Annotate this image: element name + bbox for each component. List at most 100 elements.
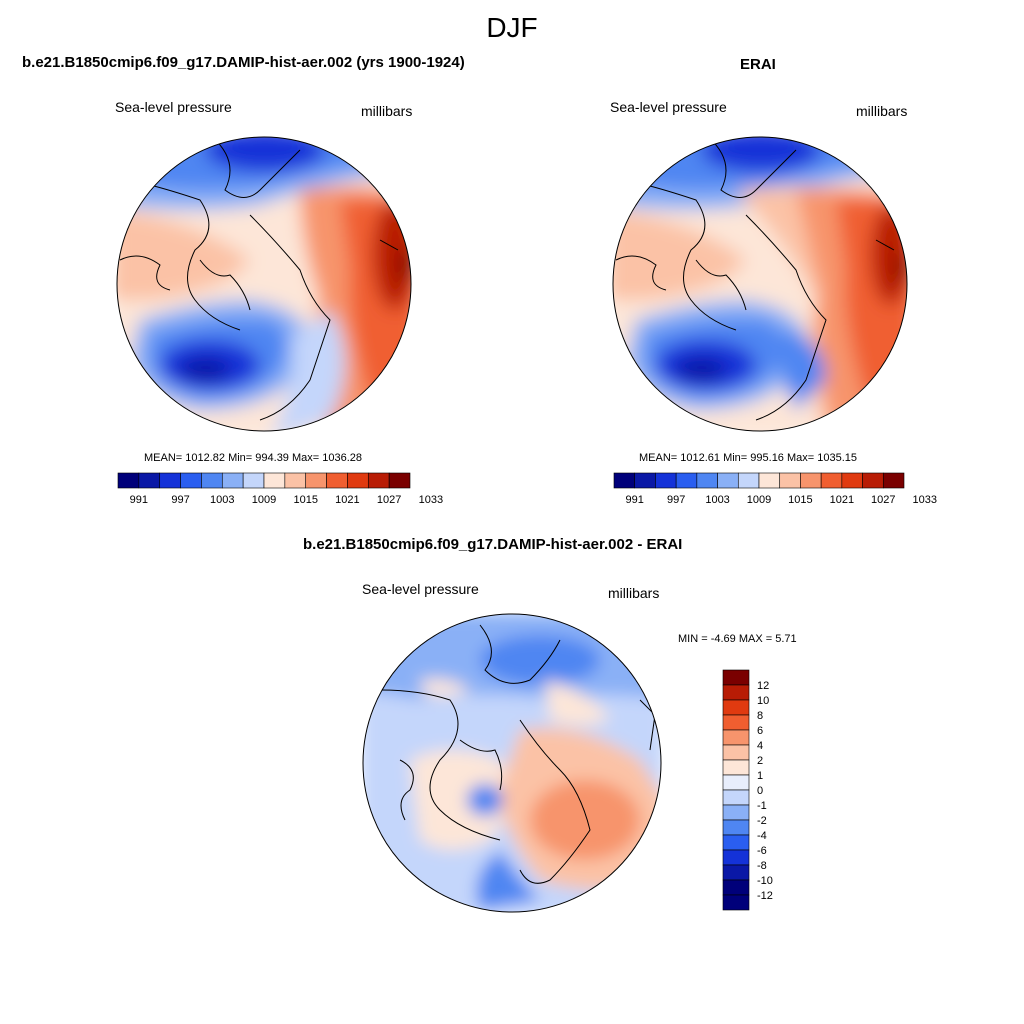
diff-units-label: millibars bbox=[608, 585, 660, 601]
obs-panel-title: ERAI bbox=[740, 56, 776, 73]
obs-map-border bbox=[612, 136, 908, 432]
obs-colorbar-swatch bbox=[675, 472, 698, 489]
model-coastlines bbox=[119, 137, 399, 421]
model-colorbar-swatch bbox=[388, 472, 411, 489]
model-stats: MEAN= 1012.82 Min= 994.39 Max= 1036.28 bbox=[144, 452, 363, 464]
diff-map-border bbox=[362, 613, 662, 913]
obs-colorbar-tick-label: 1003 bbox=[705, 494, 729, 506]
obs-field bbox=[613, 137, 907, 431]
obs-colorbar: 991 997 1003 1009 1015 1021 1027 1033 bbox=[613, 472, 937, 506]
obs-colorbar-swatch bbox=[862, 472, 884, 489]
diff-colorbar-tick-label: -8 bbox=[757, 860, 767, 872]
model-map bbox=[117, 137, 411, 431]
model-colorbar-swatch bbox=[180, 472, 202, 489]
obs-stats: MEAN= 1012.61 Min= 995.16 Max= 1035.15 bbox=[639, 452, 858, 464]
diff-colorbar-swatch bbox=[722, 804, 750, 821]
model-colorbar-swatch bbox=[367, 472, 390, 489]
model-colorbar-swatch bbox=[263, 472, 286, 489]
obs-colorbar-swatch bbox=[841, 472, 863, 489]
model-colorbar-tick-label: 1009 bbox=[252, 494, 276, 506]
diff-colorbar-tick-label: 0 bbox=[757, 785, 763, 797]
diff-colorbar-swatch bbox=[722, 879, 750, 896]
model-colorbar-swatch bbox=[305, 472, 327, 489]
obs-colorbar-tick-label: 1033 bbox=[912, 494, 936, 506]
diff-colorbar-swatch bbox=[722, 819, 750, 836]
obs-colorbar-swatch bbox=[882, 472, 905, 489]
obs-coastlines bbox=[615, 137, 895, 421]
obs-map bbox=[613, 137, 907, 431]
diff-colorbar-swatch bbox=[722, 789, 750, 806]
model-colorbar-swatch bbox=[242, 472, 265, 489]
obs-colorbar-swatch bbox=[717, 472, 739, 489]
diff-colorbar-swatch bbox=[722, 699, 750, 716]
model-colorbar-tick-label: 1027 bbox=[377, 494, 401, 506]
diff-colorbar-tick-label: -6 bbox=[757, 845, 767, 857]
diff-stats: MIN = -4.69 MAX = 5.71 bbox=[678, 633, 797, 645]
model-colorbar-swatch bbox=[138, 472, 161, 489]
model-colorbar-tick-label: 1015 bbox=[293, 494, 317, 506]
diff-colorbar-tick-label: 6 bbox=[757, 725, 763, 737]
diff-colorbar-tick-label: 1 bbox=[757, 770, 763, 782]
obs-colorbar-tick-label: 997 bbox=[667, 494, 685, 506]
model-colorbar-tick-label: 991 bbox=[130, 494, 148, 506]
model-panel-title: b.e21.B1850cmip6.f09_g17.DAMIP-hist-aer.… bbox=[22, 54, 465, 71]
diff-colorbar-swatch bbox=[722, 849, 750, 866]
diff-colorbar-swatch bbox=[722, 669, 750, 686]
model-units-label: millibars bbox=[361, 103, 413, 119]
diff-variable-label: Sea-level pressure bbox=[362, 581, 479, 597]
obs-colorbar-swatch bbox=[613, 472, 636, 489]
diff-colorbar-tick-label: -4 bbox=[757, 830, 767, 842]
diff-field bbox=[363, 614, 661, 912]
model-colorbar: 991 997 1003 1009 1015 1021 1027 1033 bbox=[117, 472, 443, 506]
model-colorbar-swatch bbox=[221, 472, 244, 489]
diff-colorbar-tick-label: -12 bbox=[757, 890, 773, 902]
model-colorbar-swatch bbox=[284, 472, 307, 489]
model-colorbar-swatch bbox=[326, 472, 348, 489]
model-colorbar-swatch bbox=[117, 472, 140, 489]
model-colorbar-swatch bbox=[159, 472, 181, 489]
diff-colorbar-swatch bbox=[722, 894, 750, 911]
model-colorbar-tick-label: 1033 bbox=[419, 494, 443, 506]
obs-units-label: millibars bbox=[856, 103, 908, 119]
obs-colorbar-swatch bbox=[737, 472, 760, 489]
obs-variable-label: Sea-level pressure bbox=[610, 99, 727, 115]
diff-colorbar-tick-label: 12 bbox=[757, 680, 769, 692]
diff-colorbar-swatch bbox=[722, 834, 750, 851]
diff-colorbar-swatch bbox=[722, 774, 750, 791]
obs-colorbar-swatch bbox=[820, 472, 843, 489]
obs-colorbar-tick-label: 1015 bbox=[788, 494, 812, 506]
diff-colorbar-tick-label: 2 bbox=[757, 755, 763, 767]
obs-colorbar-swatch bbox=[696, 472, 718, 489]
diff-colorbar-tick-label: 10 bbox=[757, 695, 769, 707]
diff-colorbar-tick-label: -10 bbox=[757, 875, 773, 887]
diff-map bbox=[363, 614, 661, 912]
model-map-border bbox=[116, 136, 412, 432]
diff-colorbar-swatch bbox=[722, 864, 750, 881]
figure-title: DJF bbox=[486, 12, 538, 43]
model-variable-label: Sea-level pressure bbox=[115, 99, 232, 115]
obs-colorbar-swatch bbox=[800, 472, 822, 489]
obs-colorbar-tick-label: 1027 bbox=[871, 494, 895, 506]
obs-colorbar-tick-label: 1009 bbox=[747, 494, 771, 506]
model-field bbox=[117, 137, 411, 431]
diff-panel-title: b.e21.B1850cmip6.f09_g17.DAMIP-hist-aer.… bbox=[303, 536, 683, 553]
diff-colorbar-tick-label: 4 bbox=[757, 740, 763, 752]
diff-colorbar-tick-label: 8 bbox=[757, 710, 763, 722]
diff-colorbar-swatch bbox=[722, 729, 750, 746]
obs-colorbar-tick-label: 1021 bbox=[830, 494, 854, 506]
obs-colorbar-swatch bbox=[655, 472, 677, 489]
obs-colorbar-swatch bbox=[634, 472, 656, 489]
model-colorbar-tick-label: 1003 bbox=[210, 494, 234, 506]
model-colorbar-tick-label: 997 bbox=[171, 494, 189, 506]
diff-colorbar-swatch bbox=[722, 684, 750, 701]
model-colorbar-swatch bbox=[201, 472, 223, 489]
model-colorbar-tick-label: 1021 bbox=[335, 494, 359, 506]
diff-coastlines bbox=[379, 624, 656, 884]
diff-colorbar-swatch bbox=[722, 714, 750, 731]
diff-colorbar-swatch bbox=[722, 744, 750, 761]
model-colorbar-swatch bbox=[347, 472, 369, 489]
diff-colorbar-tick-label: -1 bbox=[757, 800, 767, 812]
obs-colorbar-swatch bbox=[779, 472, 801, 489]
